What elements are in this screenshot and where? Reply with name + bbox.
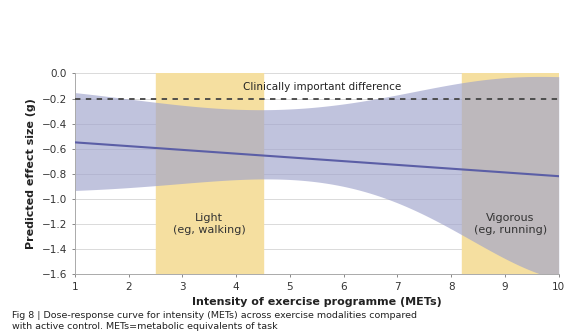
Text: Fig 8 | Dose-response curve for intensity (METs) across exercise modalities comp: Fig 8 | Dose-response curve for intensit… bbox=[12, 311, 416, 331]
Text: Vigorous
(eg, running): Vigorous (eg, running) bbox=[474, 213, 547, 235]
Bar bbox=[156, 73, 263, 274]
Bar bbox=[462, 73, 559, 274]
Text: Clinically important difference: Clinically important difference bbox=[243, 82, 401, 92]
X-axis label: Intensity of exercise programme (METs): Intensity of exercise programme (METs) bbox=[192, 297, 442, 307]
Text: Light
(eg, walking): Light (eg, walking) bbox=[173, 213, 245, 235]
Y-axis label: Predicted effect size (g): Predicted effect size (g) bbox=[26, 98, 36, 249]
